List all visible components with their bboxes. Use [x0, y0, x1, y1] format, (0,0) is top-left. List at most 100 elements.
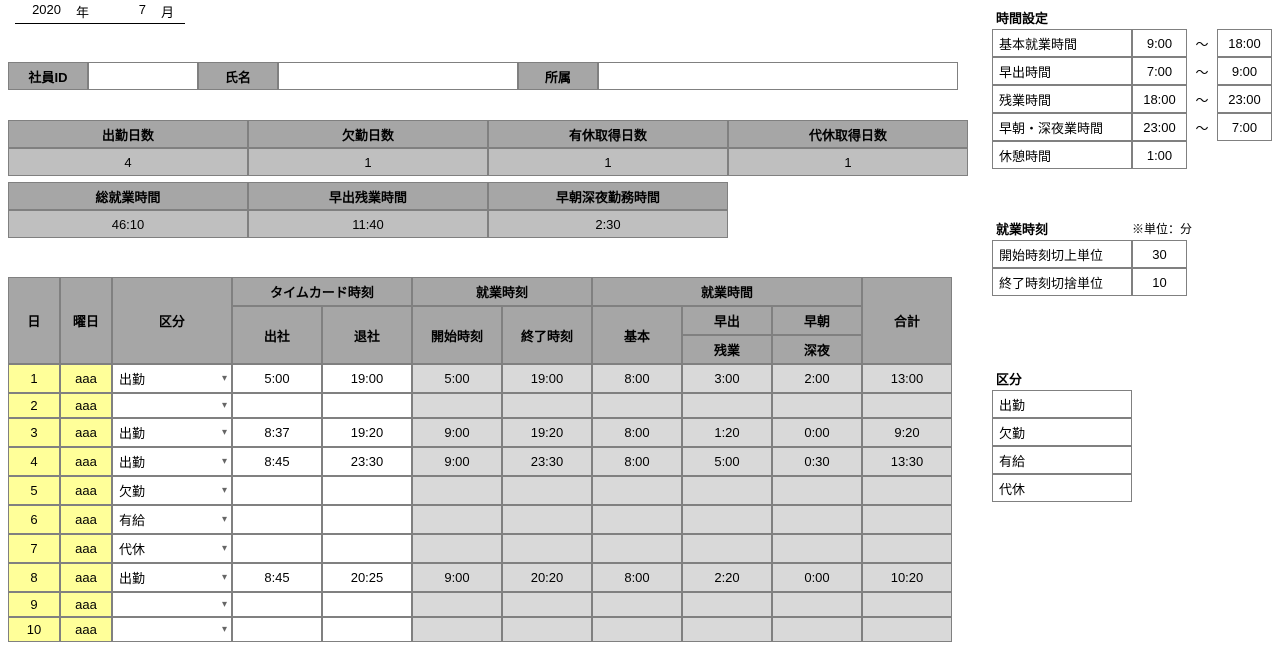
total-cell: 13:30	[862, 447, 952, 476]
comp-leave-label: 代休取得日数	[728, 120, 968, 148]
absence-days-label: 欠勤日数	[248, 120, 488, 148]
clock-in-cell[interactable]: 8:45	[232, 563, 322, 592]
table-row: 3aaa出勤8:3719:209:0019:208:001:200:009:20	[8, 418, 952, 447]
col-day: 日	[8, 277, 60, 364]
clock-out-cell[interactable]	[322, 592, 412, 617]
ts-basic-to[interactable]: 18:00	[1217, 29, 1272, 57]
clock-in-cell[interactable]	[232, 617, 322, 642]
dept-value[interactable]	[598, 62, 958, 90]
tilde-icon: ～	[1187, 57, 1217, 85]
ts-night-from[interactable]: 23:00	[1132, 113, 1187, 141]
clock-in-cell[interactable]	[232, 534, 322, 563]
start-cell	[412, 393, 502, 418]
clock-out-cell[interactable]: 19:00	[322, 364, 412, 393]
tilde-icon: ～	[1187, 29, 1217, 57]
basic-cell	[592, 393, 682, 418]
dept-label: 所属	[518, 62, 598, 90]
total-cell	[862, 393, 952, 418]
day-cell: 8	[8, 563, 60, 592]
dow-cell: aaa	[60, 592, 112, 617]
basic-cell: 8:00	[592, 563, 682, 592]
night-cell: 0:00	[772, 418, 862, 447]
dow-cell: aaa	[60, 364, 112, 393]
clock-out-cell[interactable]	[322, 617, 412, 642]
month-value[interactable]: 7	[100, 2, 150, 21]
day-cell: 2	[8, 393, 60, 418]
ts-overtime-from[interactable]: 18:00	[1132, 85, 1187, 113]
kubun-cell[interactable]: 出勤	[112, 563, 232, 592]
dow-cell: aaa	[60, 505, 112, 534]
time-settings: 時間設定 基本就業時間 9:00 ～ 18:00 早出時間 7:00 ～ 9:0…	[992, 6, 1272, 169]
ts-early-from[interactable]: 7:00	[1132, 57, 1187, 85]
end-cell	[502, 617, 592, 642]
clock-out-cell[interactable]	[322, 393, 412, 418]
clock-in-cell[interactable]	[232, 393, 322, 418]
start-cell: 5:00	[412, 364, 502, 393]
start-roundup-label: 開始時刻切上単位	[992, 240, 1132, 268]
total-work-label: 総就業時間	[8, 182, 248, 210]
start-roundup-value[interactable]: 30	[1132, 240, 1187, 268]
clock-in-cell[interactable]	[232, 592, 322, 617]
ts-basic-from[interactable]: 9:00	[1132, 29, 1187, 57]
clock-out-cell[interactable]	[322, 476, 412, 505]
col-kubun: 区分	[112, 277, 232, 364]
kubun-cell[interactable]	[112, 393, 232, 418]
early-ot-cell: 2:20	[682, 563, 772, 592]
end-cell: 23:30	[502, 447, 592, 476]
kubun-cell[interactable]: 代休	[112, 534, 232, 563]
paid-leave-label: 有休取得日数	[488, 120, 728, 148]
early-ot-cell	[682, 592, 772, 617]
col-basic: 基本	[592, 306, 682, 364]
day-cell: 10	[8, 617, 60, 642]
kubun-cell[interactable]: 欠勤	[112, 476, 232, 505]
kubun-cell[interactable]: 出勤	[112, 418, 232, 447]
early-ot-cell	[682, 534, 772, 563]
col-out: 退社	[322, 306, 412, 364]
ts-night-label: 早朝・深夜業時間	[992, 113, 1132, 141]
start-cell	[412, 476, 502, 505]
ts-early-to[interactable]: 9:00	[1217, 57, 1272, 85]
dow-cell: aaa	[60, 418, 112, 447]
timesheet-body: 1aaa出勤5:0019:005:0019:008:003:002:0013:0…	[8, 364, 952, 642]
clock-in-cell[interactable]: 8:37	[232, 418, 322, 447]
tilde-icon: ～	[1187, 113, 1217, 141]
clock-out-cell[interactable]: 19:20	[322, 418, 412, 447]
kubun-item: 有給	[992, 446, 1132, 474]
ts-break-value[interactable]: 1:00	[1132, 141, 1187, 169]
night-cell	[772, 534, 862, 563]
kubun-cell[interactable]	[112, 617, 232, 642]
kubun-cell[interactable]	[112, 592, 232, 617]
dow-cell: aaa	[60, 563, 112, 592]
clock-in-cell[interactable]: 5:00	[232, 364, 322, 393]
clock-out-cell[interactable]: 23:30	[322, 447, 412, 476]
table-row: 7aaa代休	[8, 534, 952, 563]
overtime-label: 早出残業時間	[248, 182, 488, 210]
table-row: 10aaa	[8, 617, 952, 642]
emp-id-value[interactable]	[88, 62, 198, 90]
end-rounddown-value[interactable]: 10	[1132, 268, 1187, 296]
kubun-item: 出勤	[992, 390, 1132, 418]
ts-overtime-to[interactable]: 23:00	[1217, 85, 1272, 113]
kubun-cell[interactable]: 出勤	[112, 447, 232, 476]
clock-out-cell[interactable]	[322, 534, 412, 563]
table-row: 5aaa欠勤	[8, 476, 952, 505]
night-cell	[772, 393, 862, 418]
clock-out-cell[interactable]	[322, 505, 412, 534]
kubun-cell[interactable]: 有給	[112, 505, 232, 534]
basic-cell	[592, 505, 682, 534]
total-work-value: 46:10	[8, 210, 248, 238]
night-cell: 0:30	[772, 447, 862, 476]
table-row: 2aaa	[8, 393, 952, 418]
name-value[interactable]	[278, 62, 518, 90]
end-cell	[502, 592, 592, 617]
clock-in-cell[interactable]: 8:45	[232, 447, 322, 476]
clock-out-cell[interactable]: 20:25	[322, 563, 412, 592]
col-soucho2: 深夜	[772, 335, 862, 364]
total-cell: 13:00	[862, 364, 952, 393]
clock-in-cell[interactable]	[232, 476, 322, 505]
kubun-cell[interactable]: 出勤	[112, 364, 232, 393]
ts-night-to[interactable]: 7:00	[1217, 113, 1272, 141]
year-value[interactable]: 2020	[15, 2, 65, 21]
clock-in-cell[interactable]	[232, 505, 322, 534]
table-row: 6aaa有給	[8, 505, 952, 534]
